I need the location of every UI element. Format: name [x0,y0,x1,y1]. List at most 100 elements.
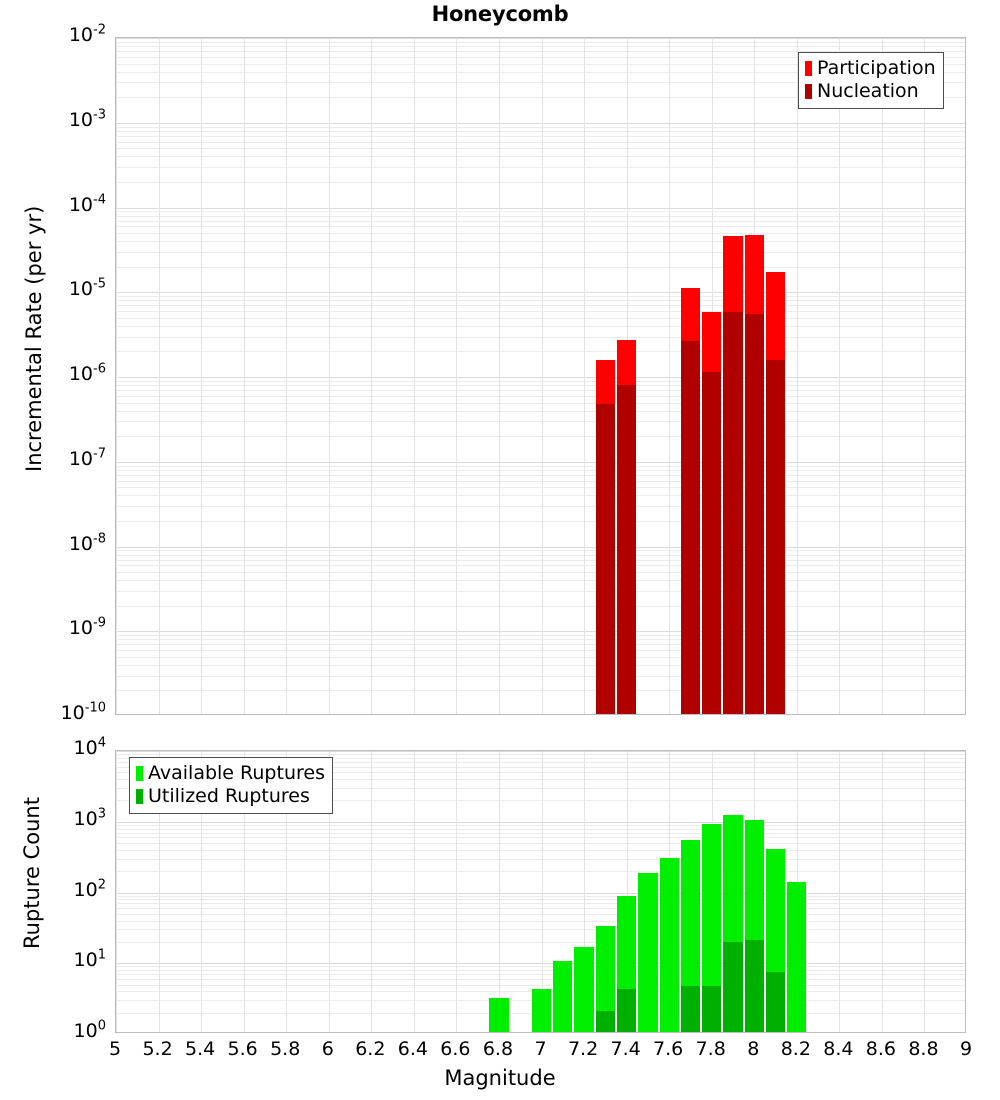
bar-available-ruptures [489,998,509,1032]
bar-nucleation [616,385,637,714]
gridline-horizontal [116,336,965,338]
x-tick-label: 5.2 [142,1038,173,1060]
x-tick-label: 8.8 [908,1038,939,1060]
gridline-horizontal [116,402,965,404]
gridline-horizontal [116,474,965,476]
x-tick-label: 7.4 [610,1038,641,1060]
x-tick-label: 8.2 [780,1038,811,1060]
gridline-vertical [159,38,160,714]
gridline-horizontal [116,520,965,522]
gridline-horizontal [116,970,965,972]
top-panel-plot-area: Participation Nucleation [115,37,966,715]
x-tick-label: 5.8 [270,1038,301,1060]
gridline-horizontal [116,908,965,910]
bar-available-ruptures [680,839,701,1032]
legend-label: Available Ruptures [148,762,325,784]
gridline-horizontal [116,754,965,756]
x-tick-label: 8 [747,1038,760,1060]
gridline-horizontal [116,828,965,830]
bar-available-ruptures [787,882,807,1032]
gridline-horizontal [116,421,965,423]
legend-swatch-icon-participation [805,61,812,76]
gridline-horizontal [116,920,965,922]
gridline-vertical [286,751,287,1032]
gridline-vertical [584,38,585,714]
x-tick-label: 7.8 [695,1038,726,1060]
gridline-horizontal [116,941,965,943]
gridline-horizontal [116,664,965,666]
x-tick-label: 5.4 [184,1038,216,1060]
gridline-horizontal [116,929,965,931]
gridline-horizontal [116,892,965,894]
y-tick-label: 10-7 [68,446,106,470]
bar-nucleation [765,360,786,714]
gridline-vertical [584,751,585,1032]
gridline-horizontal [116,565,965,567]
bar-available-ruptures [659,857,679,1032]
gridline-horizontal [116,984,965,986]
gridline-horizontal [116,761,965,763]
y-tick-label: 100 [73,1018,106,1042]
gridline-horizontal [116,300,965,302]
bottom-panel-y-axis-label: Rupture Count [20,797,44,949]
bottom-panel-bars [116,751,965,1032]
y-tick-label: 10-3 [68,107,106,131]
y-tick-label: 10-8 [68,531,106,555]
gridline-horizontal [116,895,965,897]
y-tick-label: 10-2 [68,22,106,46]
gridline-horizontal [116,871,965,873]
bar-available-ruptures [574,946,594,1032]
gridline-horizontal [116,546,965,548]
bar-utilized-ruptures [595,1010,615,1032]
gridline-horizontal [116,849,965,851]
gridline-horizontal [116,824,965,826]
gridline-horizontal [116,325,965,327]
gridline-horizontal [116,311,965,313]
x-tick-label: 6 [321,1038,334,1060]
gridline-horizontal [116,156,965,158]
gridline-horizontal [116,843,965,845]
gridline-vertical [456,38,457,714]
top-panel-gridlines [116,38,965,714]
gridline-horizontal [116,436,965,438]
gridline-horizontal [116,559,965,561]
x-tick-label: 5 [108,1038,122,1060]
gridline-horizontal [116,495,965,497]
gridline-horizontal [116,974,965,976]
gridline-vertical [329,751,330,1032]
gridline-vertical [371,751,372,1032]
gridline-horizontal [116,644,965,646]
gridline-horizontal [116,220,965,222]
gridline-horizontal [116,46,965,48]
bar-utilized-ruptures [680,985,701,1032]
gridline-vertical [797,38,798,714]
y-tick-label: 101 [73,947,106,972]
gridline-vertical [201,38,202,714]
gridline-horizontal [116,772,965,774]
bar-nucleation [702,371,722,714]
bar-utilized-ruptures [616,989,637,1032]
gridline-horizontal [116,656,965,658]
gridline-horizontal [116,410,965,412]
gridline-vertical [542,38,543,714]
gridline-horizontal [116,305,965,307]
gridline-horizontal [116,757,965,759]
x-tick-label: 7.2 [567,1038,599,1060]
gridline-vertical [924,38,925,714]
gridline-vertical [627,751,628,1032]
gridline-horizontal [116,650,965,652]
legend-label: Participation [817,57,936,79]
gridline-horizontal [116,266,965,268]
bar-utilized-ruptures [723,941,743,1032]
gridline-horizontal [116,469,965,471]
gridline-vertical [244,751,245,1032]
gridline-vertical [499,38,500,714]
bar-utilized-ruptures [765,972,786,1032]
gridline-horizontal [116,800,965,802]
bar-utilized-ruptures [744,939,764,1032]
gridline-horizontal [116,821,965,823]
gridline-horizontal [116,71,965,73]
bar-utilized-ruptures [702,985,722,1032]
gridline-vertical [201,751,202,1032]
top-panel-bars [116,38,965,714]
